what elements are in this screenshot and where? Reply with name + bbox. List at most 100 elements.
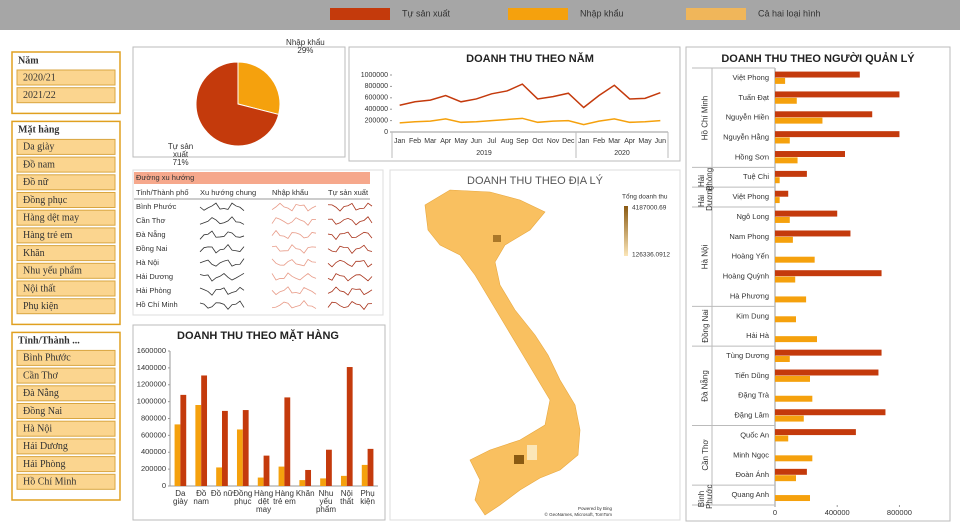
chart-title: DOANH THU THEO NĂM bbox=[466, 52, 594, 65]
map-legend-min: 126336.0912 bbox=[632, 252, 670, 259]
y-group-label: Cần Thơ bbox=[700, 439, 710, 472]
bar bbox=[775, 216, 790, 223]
slicer-item-label[interactable]: Đồng Nai bbox=[23, 406, 62, 417]
bar bbox=[242, 410, 249, 486]
bar bbox=[305, 469, 312, 486]
slicer-item[interactable] bbox=[16, 367, 116, 384]
x-tick-label: 400000 bbox=[825, 508, 850, 517]
slicer-item[interactable] bbox=[16, 473, 116, 490]
sparkline bbox=[271, 229, 317, 240]
bar-panel bbox=[132, 324, 386, 521]
slicer-item[interactable] bbox=[16, 456, 116, 473]
slicer-item[interactable] bbox=[16, 280, 116, 297]
country-shape bbox=[424, 189, 581, 516]
slicer-item-label[interactable]: Hà Nội bbox=[23, 423, 52, 434]
bar bbox=[775, 157, 798, 164]
slicer-item-label[interactable]: Đà Nẵng bbox=[23, 388, 59, 399]
x-tick-label: Apr bbox=[440, 138, 452, 145]
x-tick-label: Aug bbox=[501, 138, 514, 145]
slicer-item[interactable] bbox=[16, 349, 116, 366]
legend-label: Cả hai loại hình bbox=[758, 8, 821, 18]
bar bbox=[775, 409, 886, 416]
bar bbox=[775, 475, 796, 482]
slicer-item[interactable] bbox=[16, 192, 116, 208]
sparkline bbox=[199, 258, 245, 267]
x-tick-label: Jan bbox=[578, 138, 589, 145]
slicer-item-label[interactable]: Hàng dệt may bbox=[23, 212, 79, 223]
slicer-item-label[interactable]: Bình Phước bbox=[23, 353, 71, 364]
slicer-item-label[interactable]: Đồng phục bbox=[23, 195, 68, 206]
y-group-label: Hồ Chí Minh bbox=[700, 95, 710, 140]
bar bbox=[340, 475, 347, 486]
y-tick-label: Hoàng Quỳnh bbox=[723, 272, 769, 281]
slicer-item[interactable] bbox=[16, 262, 116, 279]
slicer-item-label[interactable]: Đồ nữ bbox=[23, 177, 49, 188]
x-tick-label: May bbox=[454, 138, 468, 145]
x-group-label: 2019 bbox=[476, 150, 492, 157]
x-tick-label: Da giày bbox=[173, 489, 188, 506]
slicer-item-label[interactable]: Cần Thơ bbox=[23, 370, 59, 381]
bar bbox=[775, 369, 879, 376]
x-tick-label: Jan bbox=[394, 138, 405, 145]
slicer-item-label[interactable]: Da giày bbox=[23, 142, 54, 153]
y-tick-label: 1600000 bbox=[137, 346, 166, 355]
table-header: Tỉnh/Thành phố bbox=[136, 188, 189, 197]
slicer-item-label[interactable]: Hàng trẻ em bbox=[23, 230, 73, 241]
slicer-item-label[interactable]: Phụ kiện bbox=[23, 301, 58, 312]
bar bbox=[775, 117, 823, 124]
y-tick-label: Tùng Dương bbox=[726, 351, 769, 360]
slicer-item-label[interactable]: Nội thất bbox=[23, 283, 56, 294]
bar bbox=[775, 230, 851, 237]
y-group-label: Bình Phước bbox=[696, 484, 714, 509]
bar bbox=[775, 455, 813, 462]
slicer-item[interactable] bbox=[16, 174, 116, 191]
bar bbox=[367, 448, 374, 486]
slicer-item[interactable] bbox=[16, 298, 116, 315]
x-tick-label: Jul bbox=[487, 138, 496, 145]
bar bbox=[775, 111, 873, 118]
slicer-item-label[interactable]: Khăn bbox=[23, 248, 45, 259]
slicer-item[interactable] bbox=[16, 69, 116, 86]
table-cell: Hải Phòng bbox=[136, 286, 171, 295]
x-tick-label: Oct bbox=[532, 138, 543, 145]
slicer-item[interactable] bbox=[16, 403, 116, 419]
slicer-item[interactable] bbox=[16, 209, 116, 226]
slicer-item-label[interactable]: Hải Phòng bbox=[23, 459, 66, 470]
bar bbox=[174, 424, 181, 486]
slicer-item-label[interactable]: Nhu yếu phẩm bbox=[23, 266, 82, 277]
y-tick-label: 1000000 bbox=[361, 72, 388, 79]
slicer-item-label[interactable]: 2021/22 bbox=[23, 90, 56, 101]
sparkline bbox=[199, 216, 245, 225]
slicer-item-label[interactable]: Hải Dương bbox=[23, 441, 68, 452]
sparkline bbox=[327, 300, 373, 311]
slicer-item[interactable] bbox=[16, 245, 116, 262]
pie-label: Tự sản xuất bbox=[167, 141, 194, 159]
y-tick-label: 0 bbox=[162, 481, 166, 490]
slicer-item[interactable] bbox=[16, 156, 116, 173]
slicer-item[interactable] bbox=[16, 87, 116, 104]
slicer-item[interactable] bbox=[16, 420, 116, 437]
y-tick-label: 0 bbox=[384, 129, 388, 136]
y-tick-label: 800000 bbox=[365, 83, 388, 90]
sparkline bbox=[199, 300, 245, 310]
table-cell: Hà Nội bbox=[136, 258, 159, 267]
sparkline bbox=[327, 273, 373, 282]
slicer-item[interactable] bbox=[16, 385, 116, 402]
y-tick-label: Tiến Dũng bbox=[735, 371, 769, 380]
sparkline bbox=[271, 272, 317, 281]
x-tick-label: Mar bbox=[424, 138, 437, 145]
y-tick-label: 800000 bbox=[141, 413, 166, 422]
pie-value: 29% bbox=[297, 46, 314, 56]
slicer-item[interactable] bbox=[16, 138, 116, 155]
sparkline bbox=[199, 202, 245, 211]
bar bbox=[195, 405, 202, 486]
bar bbox=[775, 177, 780, 184]
sparkline bbox=[271, 202, 317, 212]
slicer-item[interactable] bbox=[16, 438, 116, 455]
table-cell: Hải Dương bbox=[136, 272, 173, 281]
slicer-item-label[interactable]: 2020/21 bbox=[23, 72, 56, 83]
region-light bbox=[527, 445, 537, 460]
slicer-item-label[interactable]: Hồ Chí Minh bbox=[23, 477, 76, 488]
slicer-item[interactable] bbox=[16, 227, 116, 244]
slicer-item-label[interactable]: Đồ nam bbox=[23, 159, 55, 170]
